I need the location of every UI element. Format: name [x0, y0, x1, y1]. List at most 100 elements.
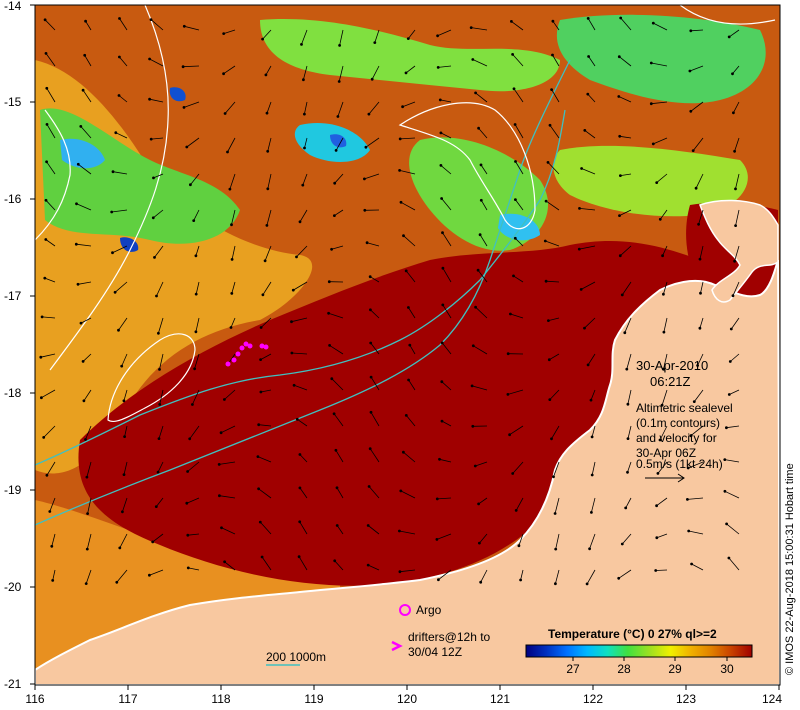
- velocity-vector: [724, 490, 740, 499]
- velocity-vector: [44, 277, 56, 283]
- velocity-vector: [480, 569, 488, 583]
- velocity-vector-head: [158, 368, 161, 371]
- velocity-vector-head: [689, 434, 693, 438]
- velocity-vector: [231, 281, 236, 294]
- colorbar-ticks: [572, 657, 728, 661]
- velocity-vector: [552, 54, 560, 67]
- velocity-vector: [734, 245, 740, 262]
- velocity-vector-head: [186, 533, 190, 537]
- velocity-vector: [122, 497, 128, 512]
- velocity-vector: [291, 317, 308, 323]
- velocity-vector: [194, 353, 200, 369]
- velocity-vector-head: [479, 580, 483, 584]
- velocity-vector: [150, 19, 164, 31]
- velocity-vector-head: [513, 123, 517, 126]
- velocity-vector-head: [223, 398, 226, 401]
- velocity-vector: [149, 58, 164, 67]
- velocity-vector: [334, 209, 344, 216]
- velocity-vector: [329, 345, 344, 355]
- velocity-vector: [299, 521, 308, 535]
- velocity-vector-head: [257, 423, 261, 427]
- sealevel-contour-3: [35, 109, 71, 241]
- velocity-vector: [403, 451, 416, 463]
- velocity-vector: [227, 137, 236, 153]
- velocity-vector-head: [440, 419, 444, 423]
- velocity-vector: [700, 281, 704, 294]
- velocity-vector-head: [506, 352, 510, 356]
- velocity-vector: [656, 173, 668, 183]
- velocity-vector-head: [230, 258, 234, 261]
- velocity-vector: [513, 275, 524, 283]
- velocity-vector-head: [547, 358, 551, 362]
- lat-tick-label: -18: [4, 386, 22, 400]
- velocity-vector: [82, 89, 92, 103]
- velocity-vector-head: [398, 529, 401, 533]
- lon-tick-label: 123: [676, 692, 696, 706]
- velocity-vector-head: [45, 473, 49, 477]
- velocity-vector: [403, 235, 416, 247]
- velocity-vector: [549, 125, 560, 139]
- velocity-vector-head: [152, 176, 155, 180]
- velocity-vector: [656, 497, 668, 507]
- velocity-vector: [514, 124, 524, 139]
- velocity-vector-head: [365, 241, 369, 245]
- velocity-vector: [735, 209, 740, 226]
- velocity-vector-head: [698, 257, 702, 261]
- velocity-vector-head: [661, 254, 664, 258]
- velocity-vector-head: [370, 77, 374, 81]
- velocity-vector: [510, 313, 524, 319]
- velocity-vector: [111, 209, 128, 213]
- colorbar: [525, 644, 753, 658]
- drifter-track: [225, 341, 269, 367]
- velocity-vector: [663, 317, 668, 333]
- velocity-vector-head: [259, 358, 262, 361]
- velocity-vector: [149, 569, 164, 576]
- velocity-vector: [85, 20, 92, 31]
- velocity-vector-head: [118, 17, 121, 20]
- sst-blue-patch-1: [120, 237, 139, 252]
- velocity-vector-head: [149, 137, 153, 141]
- velocity-vector-head: [583, 326, 586, 330]
- velocity-vector-head: [471, 58, 475, 61]
- velocity-vector-head: [725, 522, 728, 526]
- velocity-vector: [653, 137, 668, 145]
- velocity-vector: [405, 415, 416, 427]
- velocity-vector: [520, 569, 524, 581]
- velocity-vector: [587, 353, 596, 366]
- sealevel-line: Altimetric sealevel: [636, 401, 733, 415]
- velocity-vector-head: [474, 91, 477, 95]
- velocity-vector-head: [259, 390, 263, 394]
- velocity-vector-head: [366, 524, 370, 527]
- velocity-vector-head: [363, 208, 367, 212]
- velocity-vector-head: [117, 94, 121, 97]
- velocity-vector: [266, 101, 272, 114]
- velocity-vector-head: [328, 344, 331, 347]
- velocity-vector-head: [186, 470, 190, 473]
- velocity-vector-head: [658, 438, 662, 442]
- velocity-vector: [46, 88, 56, 103]
- velocity-vector: [655, 569, 668, 571]
- velocity-vector-head: [366, 563, 370, 567]
- velocity-vector-head: [399, 200, 403, 204]
- velocity-vector: [190, 173, 200, 185]
- velocity-vector-head: [193, 367, 197, 371]
- velocity-vector: [224, 389, 236, 400]
- velocity-vector-head: [408, 343, 412, 347]
- velocity-vector: [260, 353, 272, 360]
- velocity-vector: [441, 420, 452, 427]
- velocity-vector: [507, 389, 524, 395]
- velocity-vector-head: [619, 174, 622, 178]
- velocity-vector-head: [39, 355, 43, 359]
- velocity-vector-head: [435, 538, 439, 541]
- velocity-vector-head: [626, 437, 630, 440]
- velocity-vector-head: [586, 17, 590, 20]
- velocity-vector-head: [588, 547, 591, 551]
- velocity-vector: [192, 389, 200, 405]
- velocity-vector: [119, 56, 128, 67]
- velocity-vector: [41, 389, 56, 399]
- velocity-vector-head: [182, 106, 186, 109]
- velocity-vector: [119, 18, 128, 31]
- velocity-vector: [219, 461, 236, 465]
- velocity-vector-head: [698, 326, 702, 330]
- velocity-vector-head: [40, 396, 43, 400]
